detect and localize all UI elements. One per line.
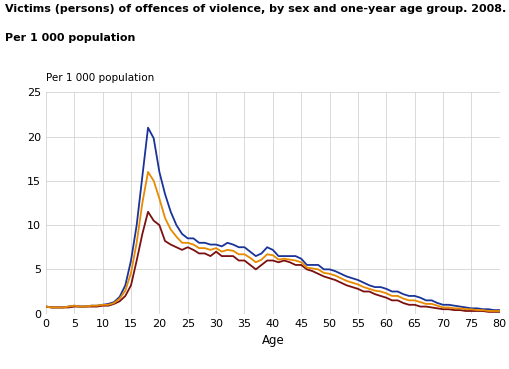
Males	[490, 308, 496, 312]
Both sexes	[298, 260, 304, 265]
Both sexes	[439, 305, 445, 310]
Females	[496, 310, 502, 314]
Both sexes	[383, 291, 389, 296]
Males	[496, 308, 502, 312]
Males	[416, 296, 422, 300]
Males	[456, 304, 462, 309]
Text: Per 1 000 population: Per 1 000 population	[46, 73, 154, 83]
Line: Females: Females	[46, 212, 499, 312]
Males	[43, 304, 49, 309]
Text: Victims (persons) of offences of violence, by sex and one-year age group. 2008.: Victims (persons) of offences of violenc…	[5, 4, 505, 14]
Females	[383, 296, 389, 300]
Males	[331, 269, 337, 273]
Females	[456, 308, 462, 312]
Both sexes	[496, 309, 502, 313]
Females	[298, 263, 304, 267]
Both sexes	[416, 300, 422, 304]
Females	[145, 210, 151, 214]
Both sexes	[331, 273, 337, 278]
Both sexes	[456, 306, 462, 311]
Line: Both sexes: Both sexes	[46, 172, 499, 311]
X-axis label: Age: Age	[261, 334, 284, 347]
Text: Per 1 000 population: Per 1 000 population	[5, 33, 135, 43]
Both sexes	[485, 309, 491, 313]
Both sexes	[43, 304, 49, 309]
Line: Males: Males	[46, 128, 499, 310]
Females	[331, 278, 337, 282]
Males	[383, 287, 389, 291]
Males	[298, 256, 304, 261]
Females	[485, 310, 491, 314]
Males	[145, 125, 151, 130]
Females	[43, 304, 49, 309]
Males	[439, 303, 445, 307]
Both sexes	[145, 170, 151, 174]
Females	[416, 304, 422, 309]
Females	[439, 307, 445, 311]
